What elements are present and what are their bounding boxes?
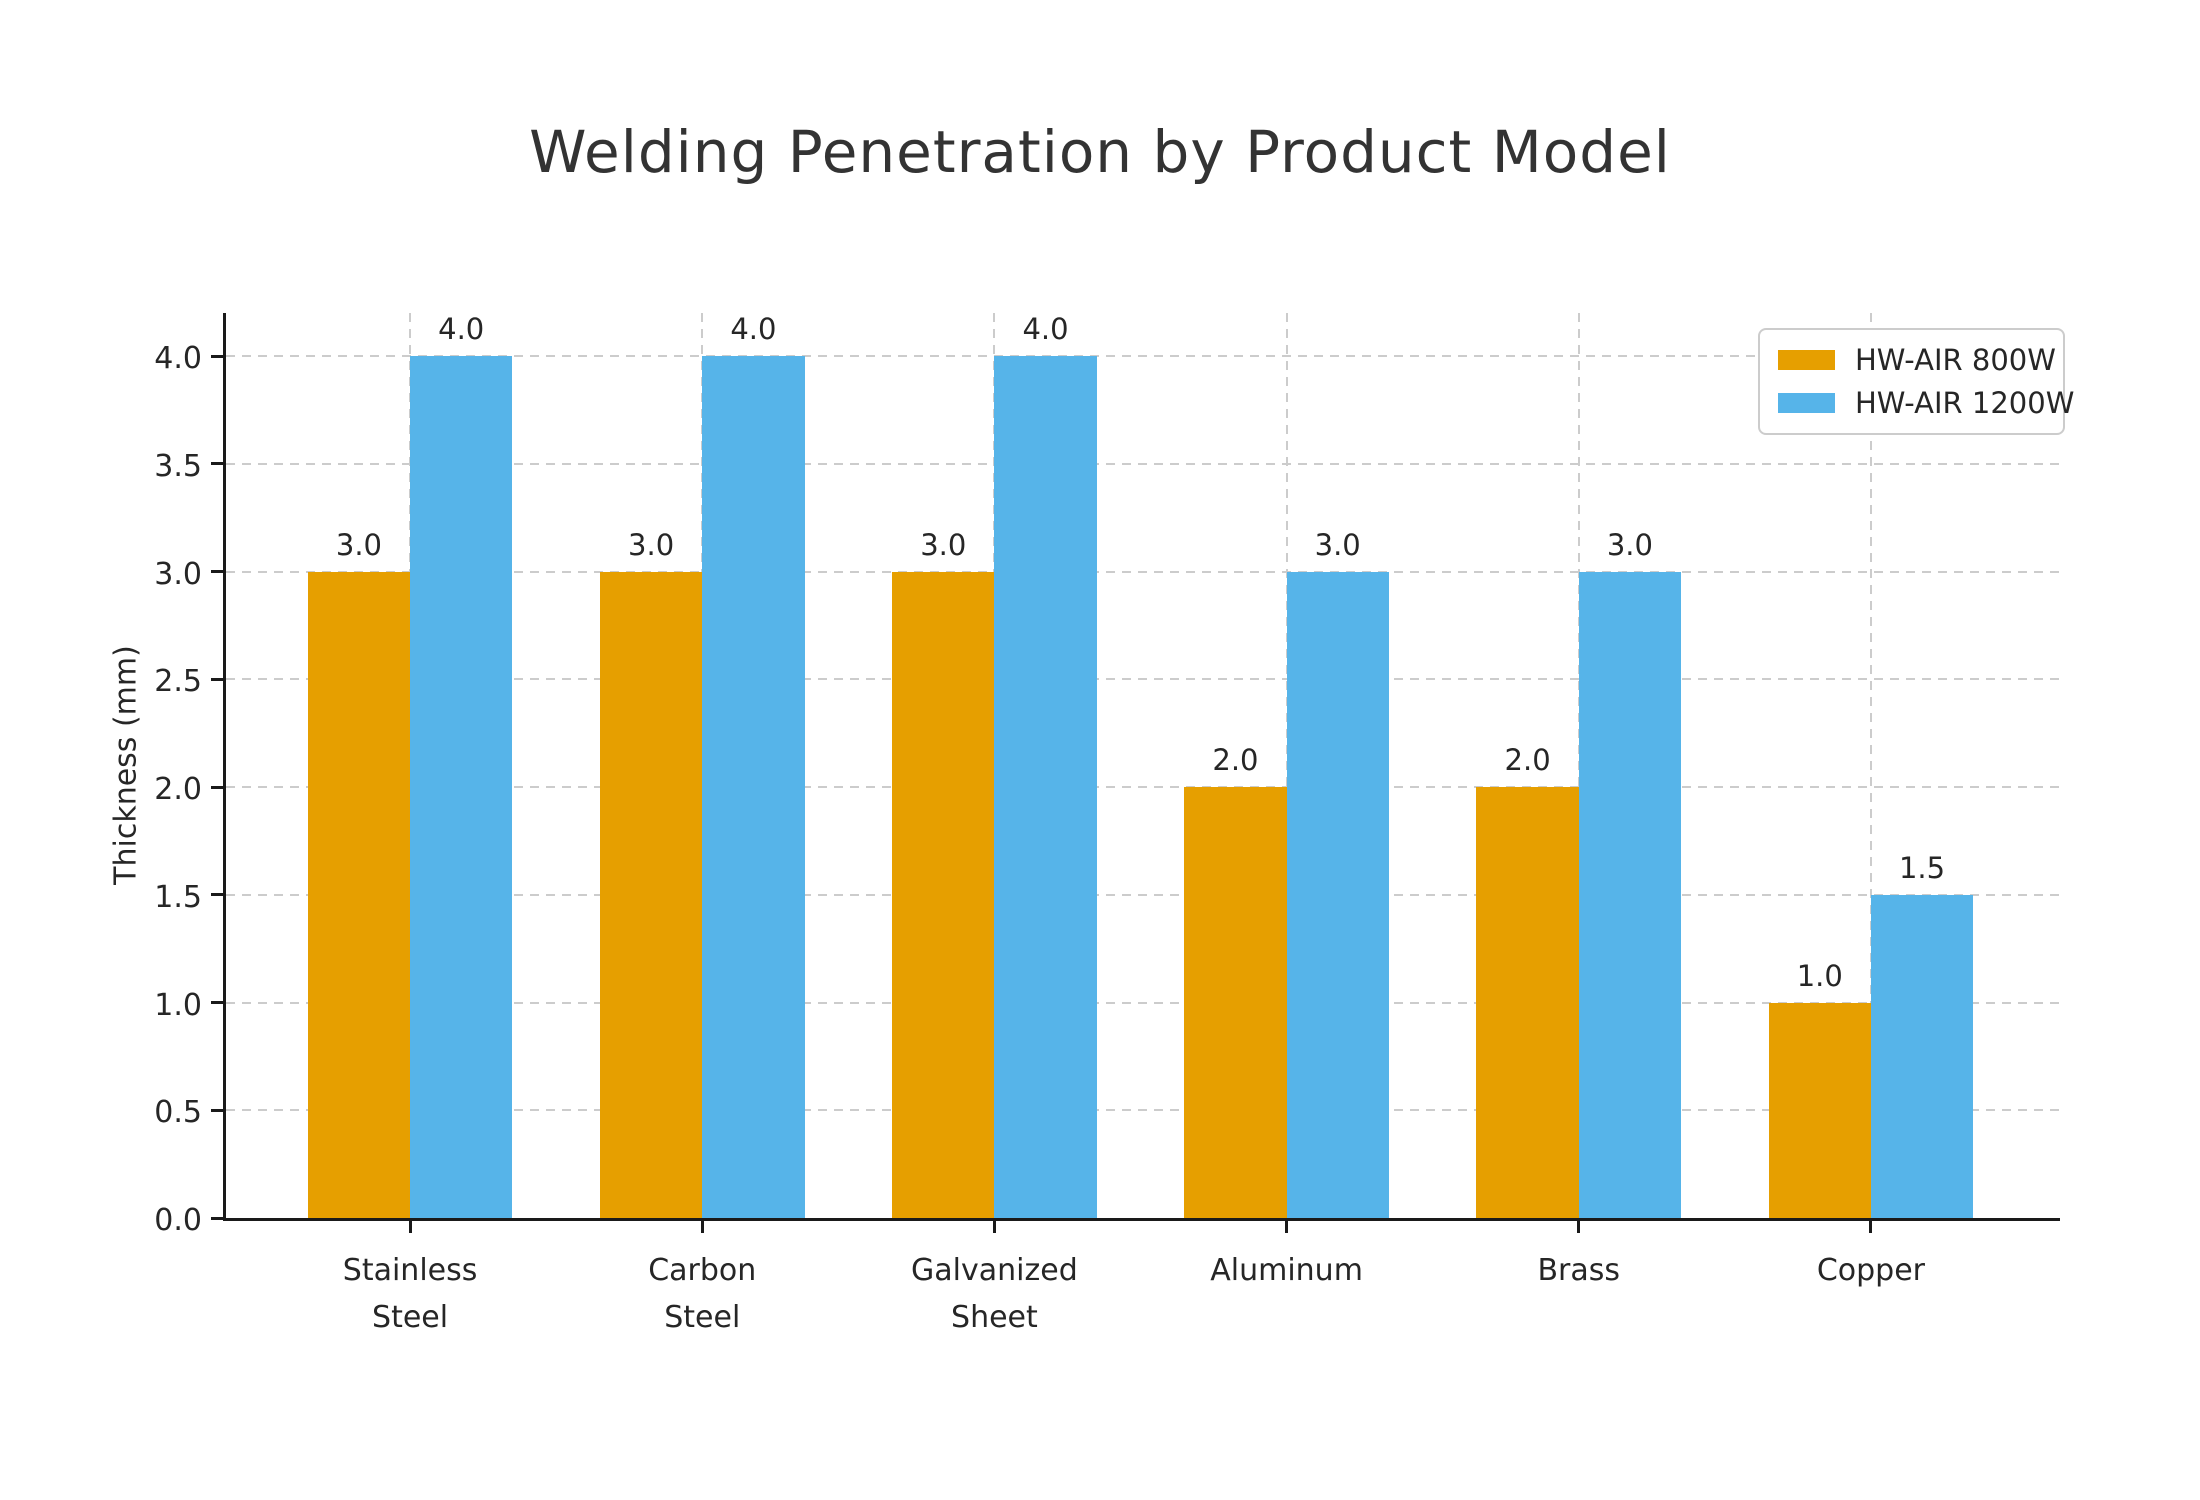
legend-entry-800w: HW-AIR 800W xyxy=(1778,343,2056,377)
chart-title: Welding Penetration by Product Model xyxy=(529,118,1671,186)
gridline-h xyxy=(226,893,2060,896)
x-tick xyxy=(1869,1221,1873,1233)
bar-value-label: 4.0 xyxy=(730,312,777,347)
y-tick xyxy=(211,354,223,358)
x-tick-label: Copper xyxy=(1816,1253,1925,1288)
bar xyxy=(1768,1002,1871,1218)
y-tick-label: 2.0 xyxy=(154,772,202,808)
y-tick xyxy=(211,893,223,897)
legend-entry-1200w: HW-AIR 1200W xyxy=(1778,386,2074,420)
bar xyxy=(1476,787,1579,1218)
legend-swatch-1200w xyxy=(1778,393,1835,413)
legend-swatch-800w xyxy=(1778,350,1835,370)
x-tick xyxy=(1285,1221,1289,1233)
bar-value-label: 3.0 xyxy=(335,527,383,562)
x-tick xyxy=(408,1221,412,1233)
y-tick xyxy=(211,785,223,789)
x-tick-label: Brass xyxy=(1537,1253,1621,1288)
bar xyxy=(307,571,411,1218)
y-tick xyxy=(211,462,223,466)
y-tick xyxy=(211,677,223,681)
y-tick-label: 4.0 xyxy=(154,341,202,377)
x-tick xyxy=(992,1221,996,1233)
bar-value-label: 1.0 xyxy=(1796,958,1843,993)
gridline-h xyxy=(226,1001,2060,1004)
bar xyxy=(892,571,995,1218)
bar-value-label: 3.0 xyxy=(920,527,967,562)
x-tick xyxy=(1577,1221,1581,1233)
x-tick-label: Galvanized Sheet xyxy=(911,1253,1078,1335)
y-tick-label: 3.0 xyxy=(154,556,202,592)
gridline-h xyxy=(226,462,2060,465)
plot-area: 0.0 0.5 1.0 1.5 2.0 2.5 3.0 3.5 4.0 Stainless Ste… xyxy=(154,312,2060,1335)
bar-value-label: 2.0 xyxy=(1504,743,1551,778)
bar xyxy=(599,571,703,1218)
bar xyxy=(410,356,513,1218)
bar xyxy=(1184,787,1287,1218)
gridline-h xyxy=(226,786,2060,789)
gridline-v xyxy=(1869,313,1872,1218)
y-tick-label: 1.5 xyxy=(154,879,202,915)
y-tick xyxy=(211,1108,223,1112)
y-tick-label: 0.5 xyxy=(154,1095,202,1131)
bar-value-label: 2.0 xyxy=(1212,743,1259,778)
bar xyxy=(1578,571,1681,1218)
legend-label-800w: HW-AIR 800W xyxy=(1855,343,2056,377)
bar-value-label: 3.0 xyxy=(1606,527,1653,562)
y-tick-label: 3.5 xyxy=(154,448,202,484)
x-tick-label: Aluminum xyxy=(1210,1253,1363,1288)
y-tick xyxy=(211,570,223,574)
gridline-h xyxy=(226,570,2060,573)
y-tick-label: 0.0 xyxy=(154,1203,202,1238)
gridline-h xyxy=(226,355,2060,358)
y-axis-label: Thickness (mm) xyxy=(108,645,144,885)
y-tick xyxy=(211,1001,223,1005)
x-tick xyxy=(700,1221,704,1233)
y-tick-label: 1.0 xyxy=(154,987,202,1023)
bar xyxy=(1870,894,1974,1218)
legend-label-1200w: HW-AIR 1200W xyxy=(1855,386,2075,420)
x-tick-label: Carbon Steel xyxy=(648,1253,757,1335)
legend: HW-AIR 800W HW-AIR 1200W xyxy=(1758,328,2074,435)
bar-value-label: 4.0 xyxy=(438,312,485,347)
y-tick xyxy=(211,1216,223,1220)
bar xyxy=(702,356,805,1218)
gridline-h xyxy=(226,1109,2060,1112)
bar-value-label: 3.0 xyxy=(628,527,675,562)
gridline-h xyxy=(226,678,2060,681)
bar-value-label: 1.5 xyxy=(1898,850,1946,885)
bar-value-label: 4.0 xyxy=(1022,312,1069,347)
x-tick-label: Stainless Steel xyxy=(342,1253,478,1335)
bar-value-label: 3.0 xyxy=(1314,527,1361,562)
y-tick-label: 2.5 xyxy=(154,664,202,700)
bar xyxy=(1286,571,1389,1218)
bar xyxy=(994,356,1097,1218)
